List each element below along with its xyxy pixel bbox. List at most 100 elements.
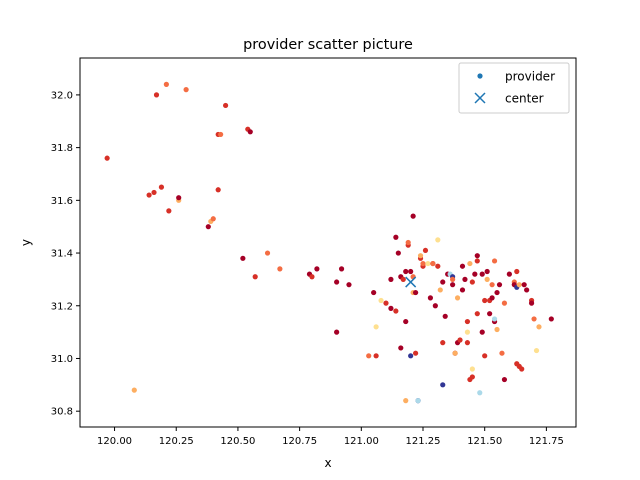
provider-point xyxy=(408,353,414,359)
provider-point xyxy=(371,289,377,296)
provider-point xyxy=(393,234,399,240)
x-axis: 120.00 120.25 120.50 120.75 121.00 121.25 121.… xyxy=(97,427,564,447)
provider-point xyxy=(166,208,172,214)
provider-point xyxy=(450,282,456,288)
provider-point xyxy=(378,297,384,304)
provider-point xyxy=(395,250,401,256)
provider-point xyxy=(464,318,471,325)
provider-point xyxy=(427,295,434,301)
provider-point xyxy=(373,353,379,359)
provider-point xyxy=(104,155,110,161)
provider-point xyxy=(408,268,414,275)
provider-point xyxy=(163,81,169,87)
y-tick-label: 31.4 xyxy=(51,249,73,260)
provider-point xyxy=(474,311,480,317)
provider-point xyxy=(437,287,443,293)
x-axis-label: x xyxy=(324,456,331,470)
provider-point xyxy=(524,287,530,293)
provider-point xyxy=(548,316,554,322)
x-tick-label: 121.25 xyxy=(406,436,441,447)
provider-point xyxy=(309,274,315,280)
provider-point xyxy=(215,187,221,193)
provider-point xyxy=(314,266,320,272)
provider-point xyxy=(484,276,490,282)
provider-point xyxy=(457,337,463,343)
provider-point xyxy=(131,387,137,393)
provider-point xyxy=(435,237,441,243)
x-tick-label: 120.00 xyxy=(97,436,132,447)
provider-point xyxy=(240,255,246,261)
provider-point xyxy=(536,324,542,330)
y-tick-label: 31.2 xyxy=(51,301,73,312)
provider-point xyxy=(487,311,493,317)
provider-point xyxy=(454,295,461,301)
provider-point xyxy=(450,276,456,282)
x-tick-label: 121.00 xyxy=(344,436,379,447)
provider-point xyxy=(435,263,441,269)
provider-point xyxy=(482,297,488,304)
provider-point xyxy=(400,276,406,282)
x-tick-label: 120.50 xyxy=(220,436,255,447)
provider-point xyxy=(440,340,446,346)
provider-point xyxy=(383,300,389,306)
provider-point xyxy=(413,350,419,356)
provider-point xyxy=(528,300,535,306)
provider-point xyxy=(422,247,429,254)
x-tick-label: 120.25 xyxy=(159,436,194,447)
provider-point xyxy=(479,329,485,335)
provider-point xyxy=(452,350,458,356)
provider-point xyxy=(489,282,495,288)
provider-point xyxy=(440,279,446,285)
y-axis: 30.8 31.0 31.2 31.4 31.6 31.8 32.0 xyxy=(51,90,80,418)
provider-point xyxy=(501,300,508,306)
provider-point xyxy=(469,366,475,372)
provider-point xyxy=(222,102,229,109)
provider-point xyxy=(494,289,500,296)
provider-point xyxy=(472,271,478,277)
y-tick-label: 31.0 xyxy=(51,354,73,365)
provider-point xyxy=(417,253,424,259)
provider-point xyxy=(415,398,421,404)
provider-point xyxy=(403,398,409,404)
provider-point xyxy=(464,340,471,346)
provider-point xyxy=(499,350,505,356)
provider-point xyxy=(430,260,436,267)
provider-point xyxy=(393,308,399,314)
provider-point xyxy=(334,329,340,335)
plot-frame xyxy=(79,57,577,428)
provider-point xyxy=(388,276,394,282)
chart-title: provider scatter picture xyxy=(243,37,413,53)
provider-point xyxy=(183,87,189,93)
provider-point xyxy=(420,260,426,267)
y-tick-label: 31.8 xyxy=(51,143,73,154)
provider-point xyxy=(533,347,540,354)
legend-center-marker xyxy=(474,92,486,104)
provider-point xyxy=(477,390,483,396)
provider-point xyxy=(405,239,411,246)
legend-box xyxy=(458,62,570,114)
provider-point xyxy=(346,282,352,288)
provider-point xyxy=(398,345,404,351)
provider-point xyxy=(373,324,379,330)
provider-point xyxy=(205,224,211,230)
provider-point xyxy=(277,266,283,272)
provider-point xyxy=(531,316,537,322)
y-tick-label: 32.0 xyxy=(51,90,73,101)
points-layer xyxy=(104,81,554,404)
provider-point xyxy=(462,276,468,282)
center-point xyxy=(405,276,417,288)
provider-point xyxy=(459,263,466,269)
provider-point xyxy=(484,268,490,275)
provider-point xyxy=(158,184,165,190)
provider-point xyxy=(403,268,409,275)
provider-point xyxy=(459,287,466,293)
provider-point xyxy=(491,316,498,322)
provider-point xyxy=(469,374,475,380)
provider-point xyxy=(489,295,495,301)
provider-point xyxy=(153,92,160,98)
provider-point xyxy=(146,192,152,198)
y-tick-label: 30.8 xyxy=(51,407,73,418)
provider-point xyxy=(432,303,438,309)
provider-point xyxy=(442,313,448,319)
